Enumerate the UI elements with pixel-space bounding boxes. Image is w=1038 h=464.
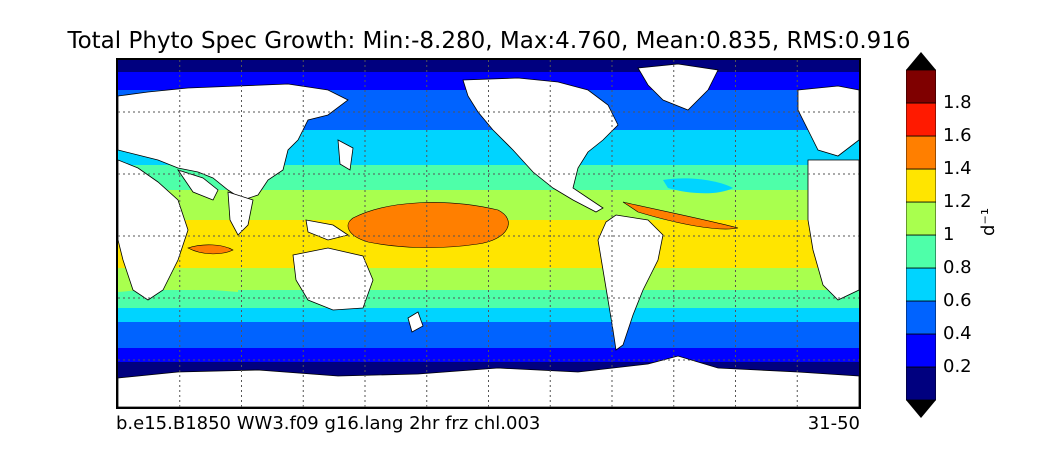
map-panel bbox=[116, 58, 861, 409]
indian-ocean-patch bbox=[187, 244, 234, 255]
maritime-continent bbox=[305, 219, 349, 241]
australia bbox=[292, 247, 374, 311]
colorbar-tick-label: 0.8 bbox=[943, 257, 972, 278]
south-subtropic-band bbox=[118, 290, 859, 308]
colorbar-tick-label: 0.6 bbox=[943, 290, 972, 311]
colorbar-level-2 bbox=[906, 300, 936, 335]
colorbar-tick-label: 1.6 bbox=[943, 125, 972, 146]
colorbar-tick-label: 0.4 bbox=[943, 323, 972, 344]
colorbar-level-0 bbox=[906, 366, 936, 401]
japan bbox=[337, 139, 354, 171]
colorbar-extend-min bbox=[906, 400, 936, 418]
atlantic-patch bbox=[622, 201, 739, 230]
india bbox=[227, 191, 254, 236]
new-zealand bbox=[407, 311, 424, 333]
colorbar-level-4 bbox=[906, 234, 936, 269]
growth-field-map bbox=[118, 60, 859, 407]
south-america bbox=[597, 214, 664, 351]
greenland bbox=[637, 63, 719, 111]
colorbar-unit-label: d⁻¹ bbox=[978, 207, 999, 236]
graticule bbox=[118, 60, 859, 407]
colorbar-tick-label: 1 bbox=[943, 224, 955, 245]
north-atlantic-gyre bbox=[663, 178, 733, 194]
case-label: b.e15.B1850 WW3.f09 g16.lang 2hr frz chl… bbox=[116, 413, 541, 434]
europe-east-edge bbox=[797, 85, 859, 157]
years-label: 31-50 bbox=[807, 413, 860, 434]
colorbar-level-5 bbox=[906, 201, 936, 236]
colorbar-tick-label: 1.2 bbox=[943, 191, 972, 212]
colorbar-tick-label: 1.4 bbox=[943, 158, 972, 179]
landmasses bbox=[118, 63, 859, 407]
colorbar-level-9 bbox=[906, 69, 936, 104]
colorbar-level-8 bbox=[906, 102, 936, 137]
colorbar-level-1 bbox=[906, 333, 936, 368]
africa bbox=[118, 159, 189, 301]
eurasia bbox=[118, 83, 349, 201]
colorbar-extend-max bbox=[906, 52, 936, 70]
colorbar-level-3 bbox=[906, 267, 936, 302]
africa-east-edge bbox=[807, 159, 859, 301]
colorbar-tick-label: 1.8 bbox=[943, 92, 972, 113]
arabia bbox=[177, 169, 219, 201]
colorbar bbox=[906, 52, 936, 418]
colorbar-tick-label: 0.2 bbox=[943, 356, 972, 377]
colorbar-level-6 bbox=[906, 168, 936, 203]
map-title: Total Phyto Spec Growth: Min:-8.280, Max… bbox=[67, 28, 911, 54]
colorbar-level-7 bbox=[906, 135, 936, 170]
